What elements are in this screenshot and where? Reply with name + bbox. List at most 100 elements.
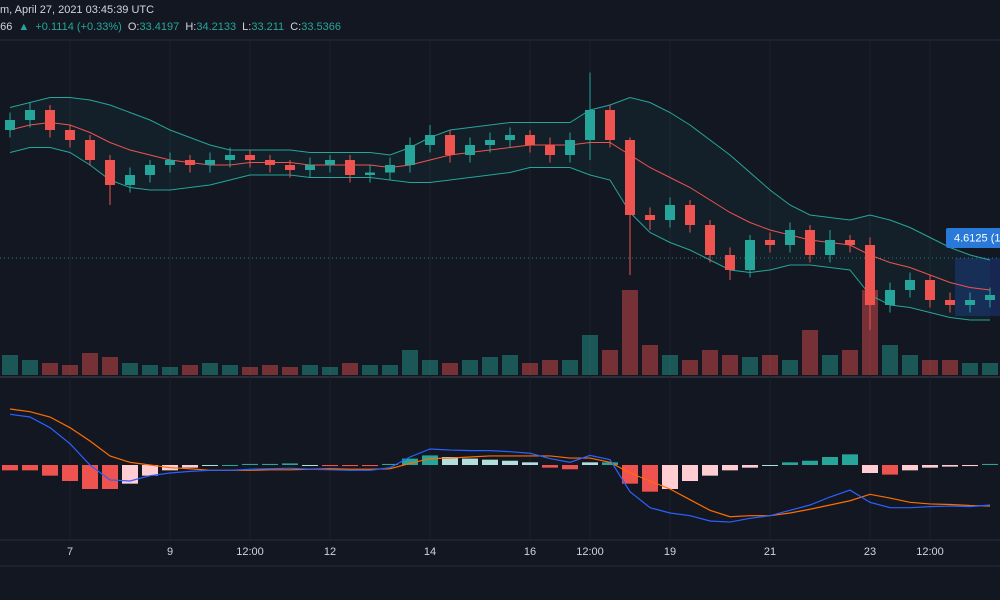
volume-bar: [362, 365, 378, 375]
candle-body: [445, 135, 455, 155]
volume-bar: [262, 365, 278, 375]
candle-body: [205, 160, 215, 165]
candle-body: [625, 140, 635, 215]
candle-body: [85, 140, 95, 160]
histogram-bar: [582, 462, 598, 465]
histogram-bar: [802, 460, 818, 465]
candle-body: [665, 205, 675, 220]
volume-bar: [162, 367, 178, 375]
candle-body: [65, 130, 75, 140]
histogram-bar: [122, 465, 138, 484]
x-tick-label: 12: [324, 546, 336, 558]
histogram-bar: [702, 465, 718, 476]
histogram-bar: [42, 465, 58, 476]
histogram-bar: [762, 465, 778, 466]
candle-body: [965, 300, 975, 305]
volume-bar: [922, 360, 938, 375]
volume-bar: [482, 357, 498, 375]
volume-bar: [142, 365, 158, 375]
volume-bar: [302, 365, 318, 375]
candle-body: [945, 300, 955, 305]
histogram-bar: [362, 465, 378, 467]
volume-bar: [202, 363, 218, 375]
histogram-bar: [502, 460, 518, 465]
candle-body: [585, 110, 595, 140]
candle-body: [605, 110, 615, 140]
x-tick-label: 7: [67, 546, 73, 558]
volume-bar: [42, 363, 58, 375]
volume-bar: [502, 355, 518, 375]
volume-bar: [882, 345, 898, 375]
histogram-bar: [202, 465, 218, 466]
header-time: m, April 27, 2021 03:45:39 UTC: [0, 4, 155, 16]
candle-body: [645, 215, 655, 220]
volume-bar: [602, 350, 618, 375]
candle-body: [805, 230, 815, 255]
volume-bar: [942, 360, 958, 375]
histogram-bar: [622, 465, 638, 484]
x-tick-label: 23: [864, 546, 876, 558]
histogram-bar: [182, 465, 198, 468]
candle-body: [685, 205, 695, 225]
candle-body: [825, 240, 835, 255]
volume-bar: [722, 355, 738, 375]
volume-bar: [442, 363, 458, 375]
volume-bar: [2, 355, 18, 375]
band-upper: [9, 96, 991, 261]
x-tick-label: 16: [524, 546, 536, 558]
ohlc-label: O:: [127, 21, 140, 33]
volume-bar: [402, 350, 418, 375]
ohlc-value: 33.211: [251, 21, 285, 33]
volume-bar: [902, 355, 918, 375]
candle-body: [505, 135, 515, 140]
volume-bar: [982, 363, 998, 375]
histogram-bar: [342, 465, 358, 467]
histogram-bar: [822, 457, 838, 465]
histogram-bar: [922, 465, 938, 468]
x-tick-label: 21: [764, 546, 776, 558]
volume-bar: [322, 367, 338, 375]
volume-bar: [122, 363, 138, 375]
histogram-bar: [682, 465, 698, 481]
volume-bar: [562, 360, 578, 375]
x-tick-label: 12:00: [236, 546, 264, 558]
volume-bar: [22, 360, 38, 375]
ohlc-label: H:: [185, 21, 197, 33]
histogram-bar: [982, 463, 998, 465]
histogram-bar: [422, 455, 438, 465]
volume-bar: [382, 365, 398, 375]
candle-body: [165, 160, 175, 165]
ohlc-value: 33.4197: [139, 21, 180, 33]
candle-body: [705, 225, 715, 255]
histogram-bar: [22, 465, 38, 471]
ohlc-value: 33.5366: [301, 21, 341, 33]
candle-body: [565, 140, 575, 155]
ohlc-label: C:: [290, 21, 302, 33]
volume-bar: [242, 367, 258, 375]
histogram-bar: [882, 465, 898, 475]
volume-bar: [522, 363, 538, 375]
histogram-bar: [102, 465, 118, 489]
header-row: 366 ▲ +0.1114 (+0.33%) O:33.4197 H:34.21…: [0, 21, 344, 33]
candle-body: [345, 160, 355, 175]
histogram-bar: [262, 463, 278, 465]
histogram-bar: [522, 462, 538, 465]
ohlc-label: L:: [242, 21, 252, 33]
candle-body: [285, 165, 295, 170]
candle-body: [105, 160, 115, 185]
candle-body: [245, 155, 255, 160]
volume-bar: [102, 357, 118, 375]
volume-bar: [62, 365, 78, 375]
histogram-bar: [442, 457, 458, 465]
volume-bar: [582, 335, 598, 375]
candle-body: [745, 240, 755, 270]
candle-body: [145, 165, 155, 175]
candle-body: [485, 140, 495, 145]
histogram-bar: [742, 465, 758, 468]
measure-area: [955, 258, 1000, 316]
candle-body: [25, 110, 35, 120]
volume-bar: [962, 363, 978, 375]
candle-body: [125, 175, 135, 185]
